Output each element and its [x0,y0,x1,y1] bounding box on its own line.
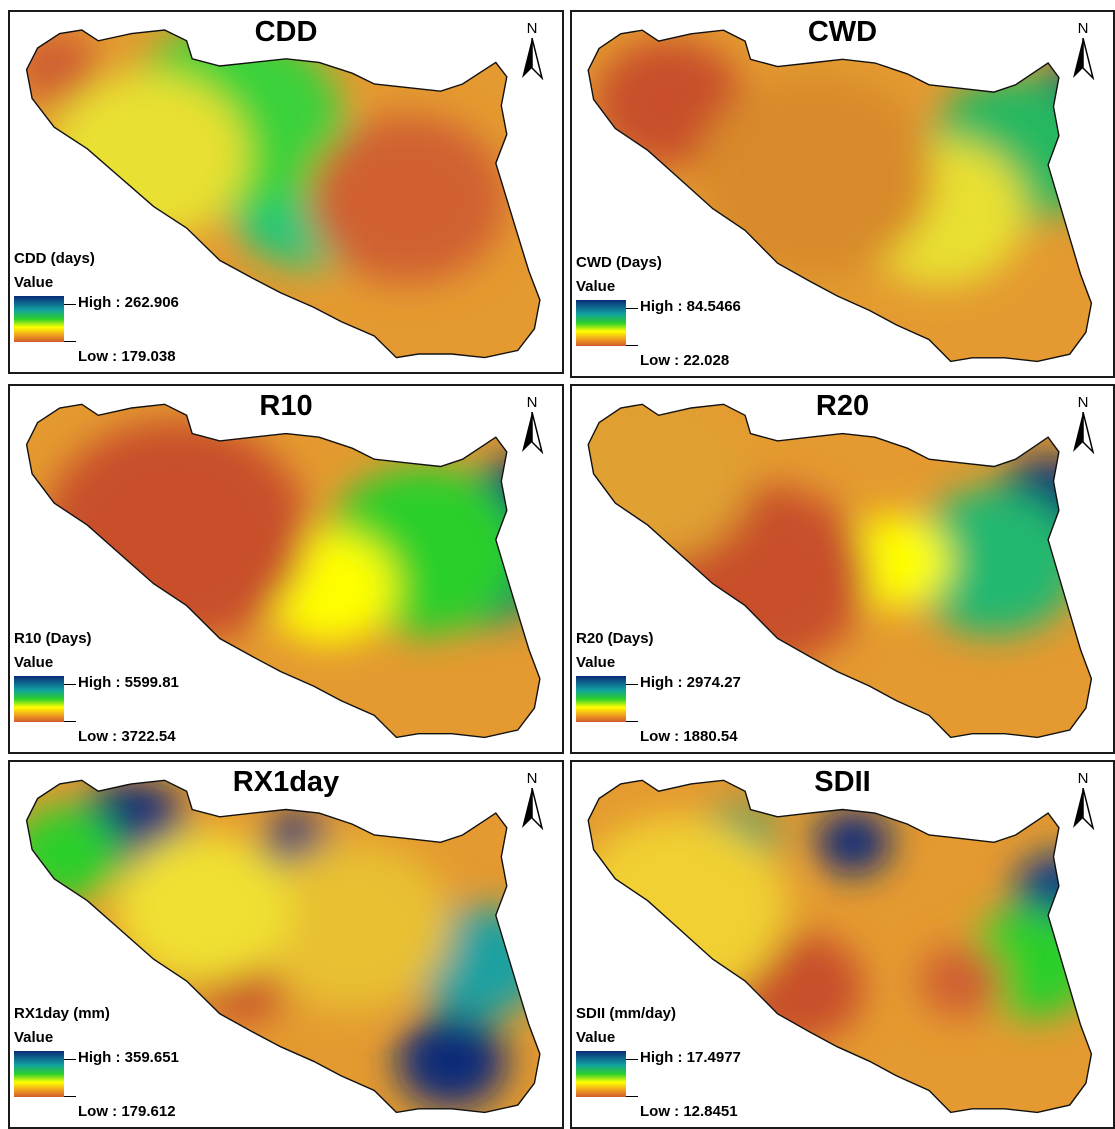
color-ramp [576,300,626,346]
color-ramp [14,1051,64,1097]
legend: CDD (days) Value High : 262.906 Low : 179.0… [14,250,254,368]
basin-map [587,779,1093,1114]
north-arrow-icon: N [1067,20,1099,82]
legend-title: R20 (Days) [576,630,654,647]
map-title: RX1day [232,766,340,798]
legend-low-label: Low : 12.8451 [640,1103,738,1120]
north-arrow-icon: N [516,394,548,456]
legend-tick [64,341,76,342]
north-label: N [1077,394,1089,411]
north-label: N [526,20,538,37]
map-panel-sdii: SDII N SDII (mm/day) Value High : 17.4977 Low… [570,760,1115,1129]
surface-hotspot [252,841,452,1011]
surface-hotspot [696,74,935,277]
map-panel-cwd: CWD N CWD (Days) Value High : 84.5466 Low : 2… [570,10,1115,378]
legend-tick [626,721,638,722]
north-arrow-icon: N [1067,394,1099,456]
north-label: N [1077,20,1089,37]
map-title: SDII [814,766,871,798]
north-label: N [1077,770,1089,787]
legend-title: CWD (Days) [576,254,662,271]
legend-tick [64,304,76,305]
basin-outline [587,29,1093,363]
legend: RX1day (mm) Value High : 359.651 Low : 179.… [14,1005,254,1123]
surface-hotspot [43,419,309,646]
north-label: N [526,394,538,411]
legend-low-label: Low : 3722.54 [78,728,176,745]
surface-hotspot [907,488,1081,636]
color-ramp [14,296,64,342]
map-title: R20 [815,390,870,422]
legend-low-label: Low : 179.612 [78,1103,176,1120]
legend-value-label: Value [14,1029,54,1046]
legend-tick [626,1059,638,1060]
surface-hotspot [815,810,892,875]
legend-title: SDII (mm/day) [576,1005,677,1022]
basin-map [25,779,541,1114]
north-arrow-icon: N [1067,770,1099,832]
legend-high-label: High : 359.651 [78,1049,179,1066]
legend-tick [626,345,638,346]
legend-value-label: Value [14,654,54,671]
legend-title: RX1day (mm) [14,1005,110,1022]
north-label: N [526,770,538,787]
basin-map [587,29,1093,363]
north-arrow-icon: N [516,770,548,832]
legend-tick [64,1096,76,1097]
legend-tick [626,684,638,685]
surface-hotspot [588,816,789,1000]
surface-hotspot [918,944,1005,1018]
legend-tick [626,1096,638,1097]
legend-low-label: Low : 22.028 [640,352,730,369]
legend: CWD (Days) Value High : 84.5466 Low : 22.02… [576,254,816,372]
legend-value-label: Value [576,278,616,295]
legend: SDII (mm/day) Value High : 17.4977 Low : 12… [576,1005,816,1123]
map-title: R10 [259,390,313,422]
map-panel-r20: R20 N R20 (Days) Value High : 2974.27 Low : 1… [570,384,1115,754]
basin-outline [587,403,1093,739]
legend-title: CDD (days) [14,250,95,267]
legend-tick [64,684,76,685]
legend-high-label: High : 262.906 [78,294,179,311]
legend-value-label: Value [14,274,54,291]
legend-low-label: Low : 1880.54 [640,728,738,745]
legend-high-label: High : 5599.81 [78,674,179,691]
color-ramp [576,1051,626,1097]
color-ramp [14,676,64,722]
legend: R20 (Days) Value High : 2974.27 Low : 1880.… [576,630,816,748]
legend-high-label: High : 17.4977 [640,1049,741,1066]
surface-hotspot [114,832,292,984]
map-title: CDD [254,16,318,48]
surface-hotspot [308,114,507,284]
map-panel-rx1day: RX1day N RX1day (mm) Value High : 359.651 Low… [8,760,564,1129]
legend-value-label: Value [576,654,616,671]
basin-map [25,403,541,739]
legend-high-label: High : 84.5466 [640,298,741,315]
legend-high-label: High : 2974.27 [640,674,741,691]
basin-outline [587,779,1093,1114]
legend-tick [626,308,638,309]
map-panel-r10: R10 N R10 (Days) Value High : 5599.81 Low : 3… [8,384,564,754]
surface-hotspot [842,515,951,608]
legend: R10 (Days) Value High : 5599.81 Low : 3722.… [14,630,254,748]
basin-outline [25,779,541,1114]
legend-tick [64,721,76,722]
basin-map [25,29,541,359]
legend-title: R10 (Days) [14,630,92,647]
map-title: CWD [807,16,878,48]
legend-tick [64,1059,76,1060]
map-panel-cdd: CDD N CDD (days) Value High : 262.906 Low : 1… [8,10,564,374]
basin-map [587,403,1093,739]
legend-value-label: Value [576,1029,616,1046]
surface-hotspot [396,1014,507,1109]
basin-outline [25,29,541,359]
north-arrow-icon: N [516,20,548,82]
color-ramp [576,676,626,722]
legend-low-label: Low : 179.038 [78,348,176,365]
basin-outline [25,403,541,739]
